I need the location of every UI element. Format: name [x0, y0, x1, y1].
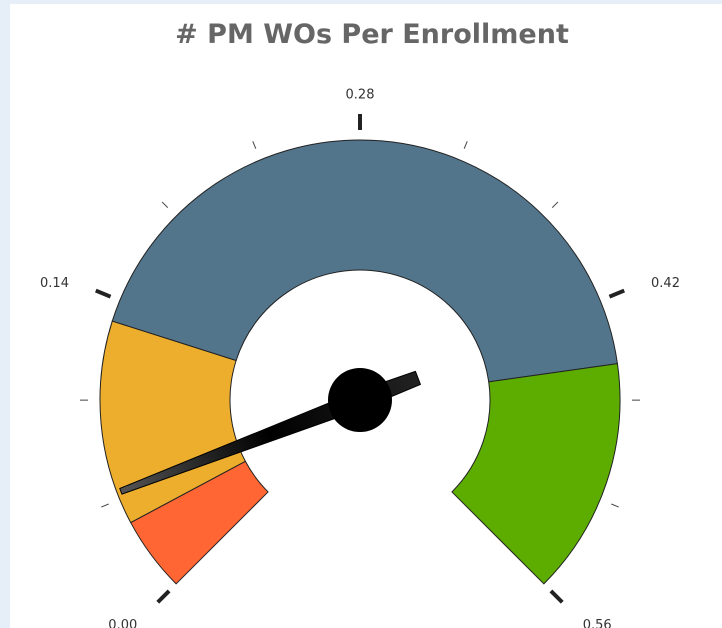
chart-title: # PM WOs Per Enrollment	[175, 19, 569, 50]
major-tick	[95, 288, 112, 299]
tick-label: 0.00	[108, 618, 137, 628]
minor-tick	[161, 201, 169, 208]
minor-tick	[252, 141, 257, 149]
tick-label: 0.56	[583, 618, 612, 628]
tick-label: 0.28	[346, 88, 375, 103]
gauge-band	[99, 320, 247, 524]
minor-tick	[611, 503, 619, 508]
major-tick	[608, 288, 625, 299]
gauge-band	[111, 139, 619, 383]
tick-label: 0.42	[651, 276, 680, 291]
gauge-band	[451, 363, 621, 585]
tick-label: 0.14	[40, 276, 69, 291]
minor-tick	[551, 201, 559, 208]
minor-tick	[463, 141, 468, 149]
major-tick	[549, 589, 564, 604]
minor-tick	[101, 503, 109, 508]
major-tick	[156, 589, 171, 604]
needle-hub	[328, 368, 392, 432]
